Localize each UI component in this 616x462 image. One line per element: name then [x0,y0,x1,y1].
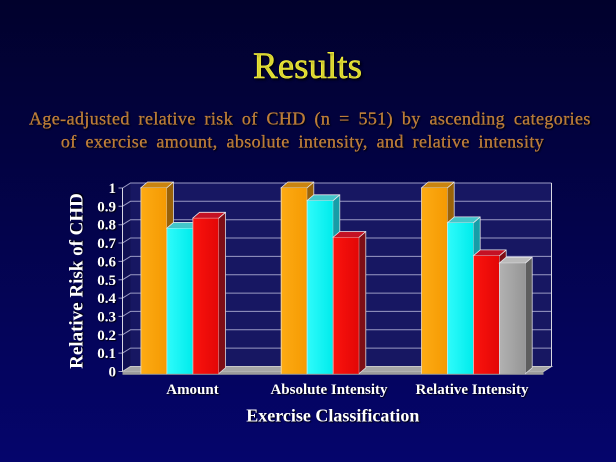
svg-text:Relative Intensity: Relative Intensity [416,382,529,398]
svg-text:Relative Risk of CHD: Relative Risk of CHD [67,193,88,369]
svg-text:0: 0 [109,365,117,381]
svg-text:0.9: 0.9 [97,199,116,215]
svg-text:Age-adjusted relative risk of: Age-adjusted relative risk of CHD (n = 5… [29,108,591,129]
svg-text:0.8: 0.8 [97,218,116,234]
svg-text:0.1: 0.1 [97,346,116,362]
svg-text:0.7: 0.7 [97,236,116,252]
svg-text:0.6: 0.6 [97,254,116,270]
svg-text:0.3: 0.3 [97,309,116,325]
svg-text:Results: Results [253,46,362,87]
svg-text:0.2: 0.2 [97,328,116,344]
svg-text:0.5: 0.5 [97,273,116,289]
svg-text:Exercise Classification: Exercise Classification [246,405,419,425]
svg-text:1: 1 [109,181,117,197]
svg-text:0.4: 0.4 [97,291,116,307]
svg-text:Absolute Intensity: Absolute Intensity [270,382,388,398]
svg-text:of exercise amount, absolute i: of exercise amount, absolute intensity, … [61,131,544,151]
svg-text:Amount: Amount [166,382,219,398]
